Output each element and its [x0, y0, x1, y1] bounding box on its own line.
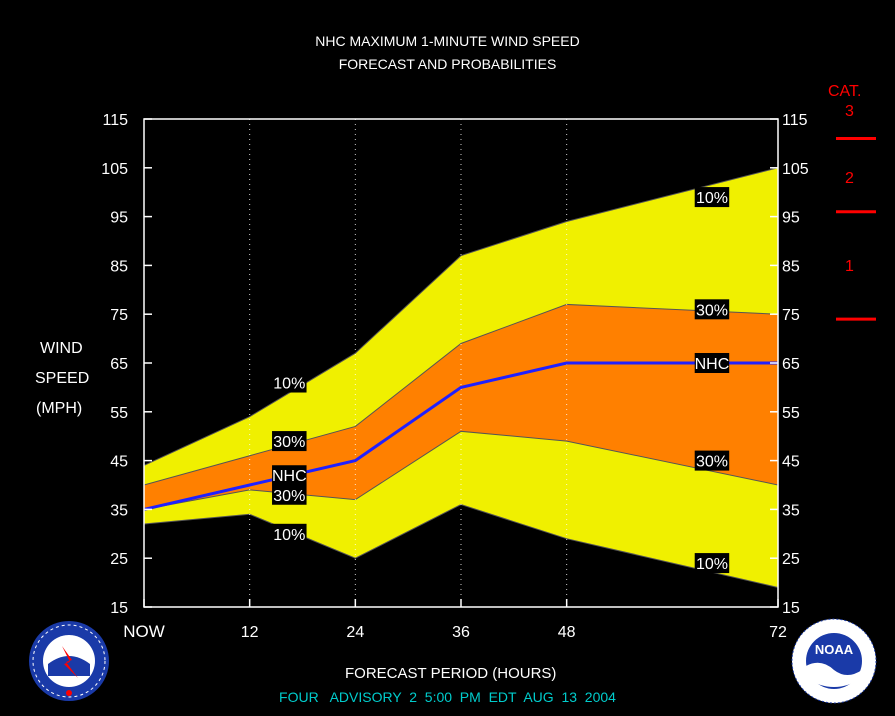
svg-text:NOAA: NOAA — [815, 642, 854, 657]
y-tick-label-right: 85 — [782, 258, 800, 275]
chart-title-line2: FORECAST AND PROBABILITIES — [338, 56, 557, 72]
noaa-logo-icon: NOAA — [791, 618, 877, 704]
band-label-background — [694, 553, 730, 574]
category-label-3: 3 — [845, 103, 854, 120]
band-label-background — [272, 523, 307, 544]
band-label-background — [694, 187, 730, 208]
series-edge-line — [143, 303, 779, 486]
category-label-2: 2 — [845, 170, 854, 187]
y-tick-label-left: 15 — [110, 600, 128, 617]
band-label-background — [272, 484, 307, 505]
x-tick-label: NOW — [123, 622, 165, 641]
category-header: CAT. — [828, 83, 862, 100]
band-label-background — [694, 299, 730, 320]
y-tick-label-left: 75 — [110, 307, 128, 324]
band-label: 10% — [696, 190, 728, 207]
y-tick-label-left: 25 — [110, 551, 128, 568]
band-label: 30% — [273, 434, 305, 451]
y-axis-label-line1: WIND — [40, 340, 83, 357]
y-axis-label-line3: (MPH) — [36, 400, 83, 417]
y-tick-label-left: 55 — [110, 405, 128, 422]
x-tick-label: 24 — [346, 624, 364, 641]
x-tick-label: 72 — [769, 624, 787, 641]
band-label: NHC — [695, 356, 730, 373]
y-tick-label-right: 75 — [782, 307, 800, 324]
band-label-background — [272, 465, 307, 486]
band-label: 10% — [273, 527, 305, 544]
nws-logo-icon — [29, 621, 109, 701]
y-tick-label-right: 95 — [782, 210, 800, 227]
y-tick-label-left: 105 — [101, 161, 128, 178]
band-label-background — [272, 372, 307, 393]
series-edge-line — [143, 430, 779, 510]
y-tick-label-right: 45 — [782, 454, 800, 471]
y-tick-label-right: 65 — [782, 356, 800, 373]
x-axis-label: FORECAST PERIOD (HOURS) — [345, 665, 557, 682]
y-axis-label-line2: SPEED — [35, 370, 90, 387]
band-label: 30% — [696, 302, 728, 319]
chart-title-line1: NHC MAXIMUM 1-MINUTE WIND SPEED — [315, 33, 580, 49]
x-tick-label: 36 — [452, 624, 470, 641]
y-tick-label-left: 85 — [110, 258, 128, 275]
band-label-background — [272, 431, 307, 452]
band-label-background — [694, 353, 730, 373]
y-tick-label-right: 105 — [782, 161, 809, 178]
y-tick-label-left: 115 — [102, 112, 128, 129]
y-tick-label-right: 55 — [782, 405, 800, 422]
probability-band-30pct — [144, 304, 778, 510]
y-tick-label-right: 35 — [782, 502, 800, 519]
advisory-footer: FOUR ADVISORY 2 5:00 PM EDT AUG 13 2004 — [279, 689, 616, 705]
band-label: 10% — [273, 376, 305, 393]
band-label: 10% — [696, 556, 728, 573]
y-tick-label-right: 15 — [782, 600, 800, 617]
y-tick-label-left: 45 — [110, 454, 128, 471]
y-tick-label-right: 115 — [782, 112, 808, 129]
category-label-1: 1 — [845, 258, 854, 275]
y-tick-label-left: 65 — [110, 356, 128, 373]
nhc-forecast-line — [143, 361, 778, 511]
x-tick-label: 48 — [558, 624, 576, 641]
band-label: 30% — [273, 488, 305, 505]
band-label: 30% — [696, 454, 728, 471]
series-edge-line — [143, 167, 779, 466]
y-tick-label-left: 95 — [110, 210, 128, 227]
y-tick-label-left: 35 — [110, 502, 128, 519]
series-edge-line — [143, 503, 779, 588]
x-tick-label: 12 — [241, 624, 259, 641]
band-label-background — [694, 450, 730, 471]
band-label: NHC — [272, 468, 307, 485]
y-tick-label-right: 25 — [782, 551, 800, 568]
